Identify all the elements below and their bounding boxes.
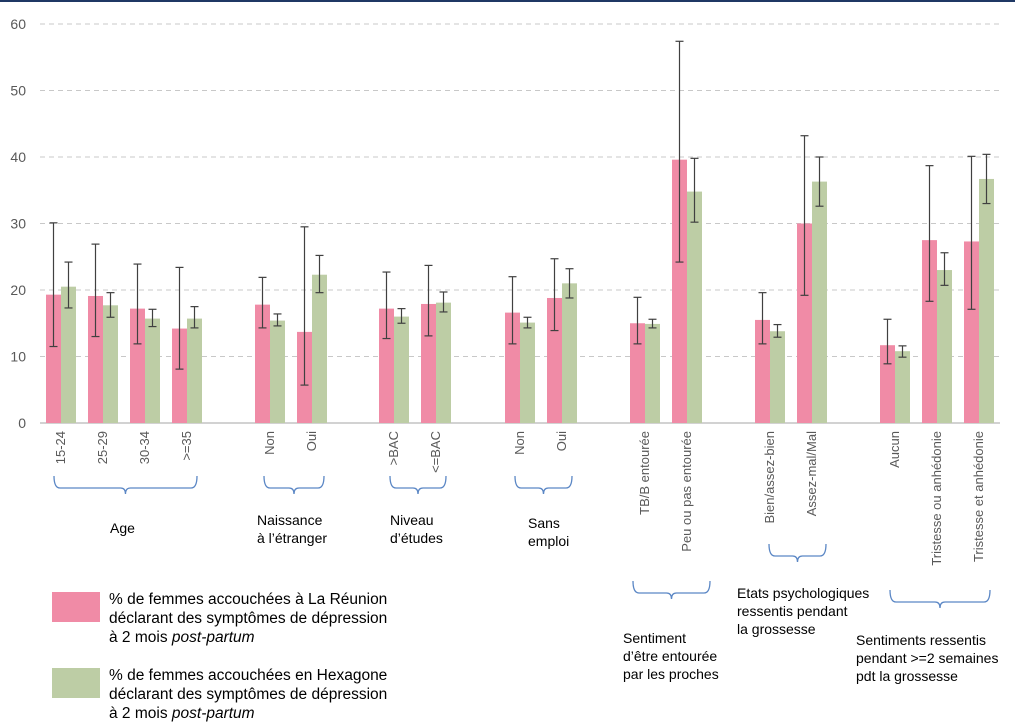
x-tick-label: Aucun bbox=[887, 431, 902, 468]
group-brace bbox=[632, 580, 711, 600]
bar-reunion bbox=[672, 159, 687, 423]
bar-hexagone bbox=[520, 322, 535, 423]
bar-hexagone bbox=[187, 318, 202, 423]
group-label-sentiments: Sentiments ressentis pendant >=2 semaine… bbox=[856, 632, 999, 684]
legend-line-part: à 2 mois bbox=[109, 705, 172, 722]
x-tick-label: Bien/assez-bien bbox=[762, 431, 777, 524]
bar-hexagone bbox=[979, 178, 994, 423]
bar-reunion bbox=[547, 297, 562, 423]
group-brace bbox=[53, 475, 198, 495]
group-brace bbox=[514, 475, 573, 495]
y-tick-label: 10 bbox=[10, 349, 26, 365]
legend-text-reunion: % de femmes accouchées à La Réunion décl… bbox=[109, 590, 469, 647]
legend-line: % de femmes accouchées en Hexagone bbox=[109, 667, 388, 684]
bar-hexagone bbox=[645, 323, 660, 423]
legend-text-hexagone: % de femmes accouchées en Hexagone décla… bbox=[109, 666, 469, 723]
x-tick-label: <=BAC bbox=[428, 431, 443, 473]
y-tick-label: 30 bbox=[10, 216, 26, 232]
legend-line-italic: post-partum bbox=[171, 629, 255, 646]
bar-reunion bbox=[755, 319, 770, 423]
group-label-age: Age bbox=[110, 520, 135, 536]
bars bbox=[46, 159, 994, 423]
x-tick-label: TB/B entourée bbox=[637, 431, 652, 515]
bar-hexagone bbox=[103, 305, 118, 423]
y-tick-label: 20 bbox=[10, 282, 26, 298]
legend-swatch-hexagone bbox=[52, 668, 100, 698]
group-brace bbox=[263, 475, 325, 495]
bar-reunion bbox=[922, 240, 937, 423]
legend-line: % de femmes accouchées à La Réunion bbox=[109, 591, 388, 608]
bar-hexagone bbox=[812, 181, 827, 423]
legend-line: à 2 mois post-partum bbox=[109, 704, 469, 723]
bar-hexagone bbox=[436, 302, 451, 423]
x-tick-label: Peu ou pas entourée bbox=[679, 431, 694, 552]
bar-hexagone bbox=[312, 274, 327, 423]
bar-reunion bbox=[880, 345, 895, 423]
bar-hexagone bbox=[562, 283, 577, 423]
y-tick-label: 40 bbox=[10, 149, 26, 165]
bar-reunion bbox=[964, 241, 979, 423]
group-label-etats: Etats psychologiques ressentis pendant l… bbox=[737, 585, 870, 637]
top-border bbox=[0, 0, 1015, 2]
x-tick-label: Tristesse et anhédonie bbox=[971, 431, 986, 562]
x-tick-label: 30-34 bbox=[137, 431, 152, 464]
y-tick-label: 60 bbox=[10, 16, 26, 32]
legend-line: déclarant des symptômes de dépression bbox=[109, 610, 388, 627]
bar-hexagone bbox=[61, 286, 76, 423]
group-brace bbox=[768, 543, 827, 563]
bar-reunion bbox=[421, 303, 436, 423]
y-tick-label: 50 bbox=[10, 83, 26, 99]
x-tick-label: Assez-mal/Mal bbox=[804, 431, 819, 516]
bar-reunion bbox=[505, 312, 520, 423]
bar-reunion bbox=[797, 223, 812, 423]
x-tick-label: >BAC bbox=[386, 431, 401, 465]
legend-line-italic: post-partum bbox=[171, 705, 255, 722]
legend-line: déclarant des symptômes de dépression bbox=[109, 686, 388, 703]
group-braces bbox=[53, 475, 991, 609]
group-label-entouree: Sentiment d’être entourée par les proche… bbox=[623, 630, 719, 682]
bar-reunion bbox=[172, 328, 187, 423]
x-tick-labels: 15-24 25-29 30-34 >=35 Non Oui >BAC <=BAC Non Oui… bbox=[53, 431, 986, 566]
y-axis: 0 10 20 30 40 50 60 bbox=[10, 16, 26, 431]
bar-hexagone bbox=[895, 351, 910, 423]
x-tick-label: >=35 bbox=[179, 431, 194, 461]
legend-line-part: à 2 mois bbox=[109, 629, 172, 646]
bar-hexagone bbox=[270, 320, 285, 423]
bar-reunion bbox=[130, 308, 145, 423]
bar-hexagone bbox=[394, 316, 409, 423]
bar-reunion bbox=[88, 295, 103, 423]
bar-hexagone bbox=[937, 270, 952, 423]
bar-reunion bbox=[46, 294, 61, 423]
group-brace bbox=[389, 475, 447, 495]
x-tick-label: 25-29 bbox=[95, 431, 110, 464]
group-brace bbox=[889, 589, 991, 609]
bar-hexagone bbox=[770, 331, 785, 423]
bar-reunion bbox=[379, 308, 394, 423]
bar-reunion bbox=[630, 323, 645, 423]
x-tick-label: 15-24 bbox=[53, 431, 68, 464]
bar-hexagone bbox=[687, 191, 702, 423]
group-label-niveau: Niveau d’études bbox=[390, 512, 443, 546]
x-tick-label: Oui bbox=[554, 431, 569, 451]
group-label-naissance: Naissance à l’étranger bbox=[257, 512, 328, 546]
x-tick-label: Non bbox=[262, 431, 277, 455]
group-label-sans-emploi: Sans emploi bbox=[528, 515, 570, 549]
legend-line: à 2 mois post-partum bbox=[109, 628, 469, 647]
x-tick-label: Oui bbox=[304, 431, 319, 451]
x-tick-label: Non bbox=[512, 431, 527, 455]
legend-swatch-reunion bbox=[52, 592, 100, 622]
bar-hexagone bbox=[145, 318, 160, 423]
error-bars bbox=[49, 40, 991, 386]
bar-reunion bbox=[255, 304, 270, 423]
y-tick-label: 0 bbox=[18, 415, 26, 431]
x-tick-label: Tristesse ou anhédonie bbox=[929, 431, 944, 566]
